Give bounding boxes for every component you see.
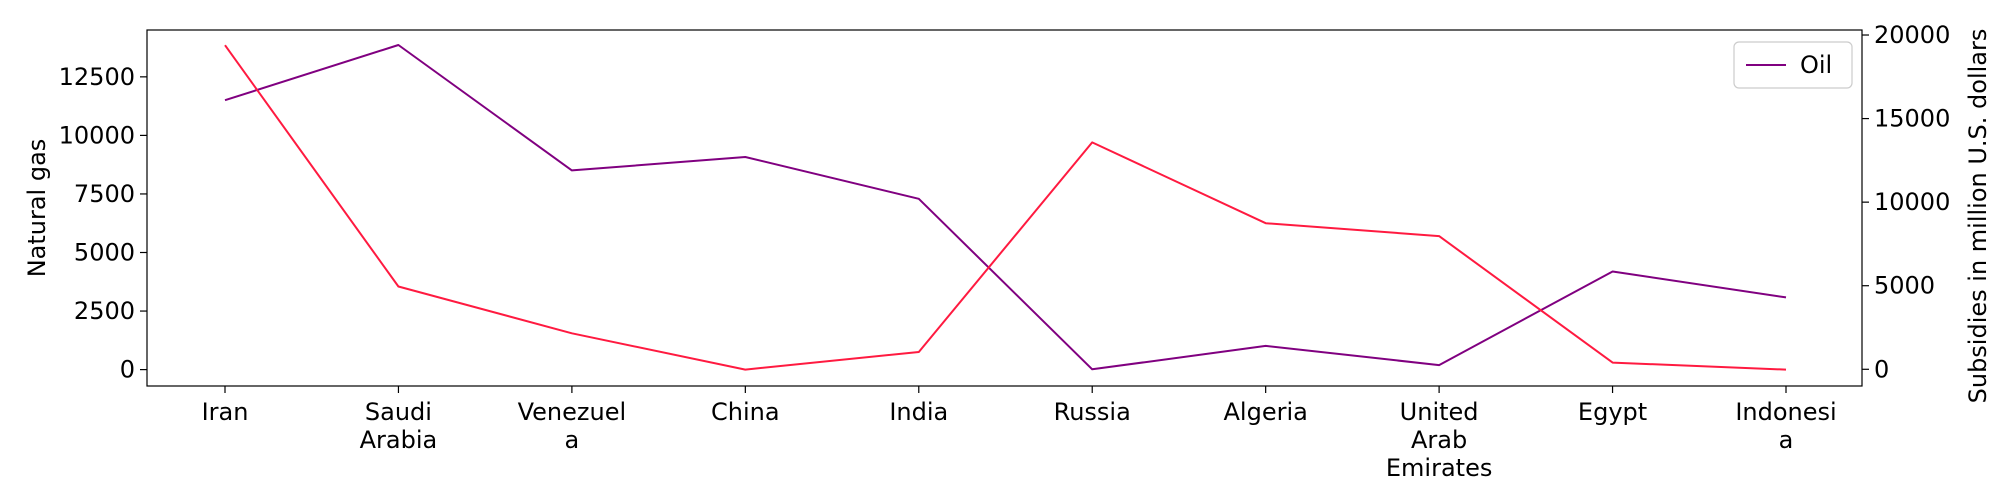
left-tick-label: 5000 (74, 239, 135, 267)
x-tick-label-line: Algeria (1224, 398, 1308, 426)
legend: Oil (1733, 41, 1853, 89)
right-tick-label: 15000 (1874, 105, 1950, 133)
x-tick-label-line: Russia (1054, 398, 1131, 426)
left-tick-label: 10000 (59, 121, 135, 149)
right-tick-label: 5000 (1874, 272, 1935, 300)
right-tick-label: 20000 (1874, 21, 1950, 49)
x-tick-label-line: a (1779, 426, 1794, 454)
right-axis-title: Subsidies in million U.S. dollars (1964, 29, 1992, 404)
x-tick-label-line: Egypt (1578, 398, 1647, 426)
x-tick-label: Egypt (1578, 398, 1647, 426)
left-tick-label: 2500 (74, 297, 135, 325)
x-tick-label-line: Venezuel (518, 398, 627, 426)
plot-frame (146, 29, 1863, 387)
right-tick-label: 0 (1874, 355, 1889, 383)
oil-series-line (224, 44, 1787, 371)
x-tick-label: Russia (1054, 398, 1131, 426)
x-tick-label-line: Arab (1411, 426, 1467, 454)
left-y-axis: 0 2500 5000 7500 10000 12500 (59, 63, 147, 384)
x-tick-label: Saudi Arabia (360, 398, 438, 454)
x-tick-label-line: Saudi (365, 398, 432, 426)
x-tick-label-line: a (565, 426, 580, 454)
legend-label-oil: Oil (1800, 51, 1832, 79)
series-layer (224, 44, 1787, 371)
x-tick-label: India (889, 398, 948, 426)
right-tick-label: 10000 (1874, 188, 1950, 216)
x-tick-label-line: United (1400, 398, 1479, 426)
x-tick-label: Algeria (1224, 398, 1308, 426)
right-y-axis: 0 5000 10000 15000 20000 (1862, 21, 1950, 383)
legend-box (1733, 41, 1853, 89)
left-tick-label: 0 (120, 356, 135, 384)
left-tick-label: 7500 (74, 180, 135, 208)
x-tick-label-line: China (711, 398, 780, 426)
left-axis-title: Natural gas (23, 139, 51, 278)
x-tick-label-line: India (889, 398, 948, 426)
x-tick-label: China (711, 398, 780, 426)
x-tick-label: United Arab Emirates (1386, 398, 1492, 482)
series-2-series-line (224, 44, 1787, 371)
x-tick-label-line: Emirates (1386, 454, 1492, 482)
x-tick-label-line: Arabia (360, 426, 438, 454)
left-tick-label: 12500 (59, 63, 135, 91)
x-tick-label: Venezuel a (518, 398, 627, 454)
x-tick-label: Indonesi a (1735, 398, 1836, 454)
x-tick-label: Iran (202, 398, 249, 426)
x-tick-label-line: Indonesi (1735, 398, 1836, 426)
x-tick-label-line: Iran (202, 398, 249, 426)
